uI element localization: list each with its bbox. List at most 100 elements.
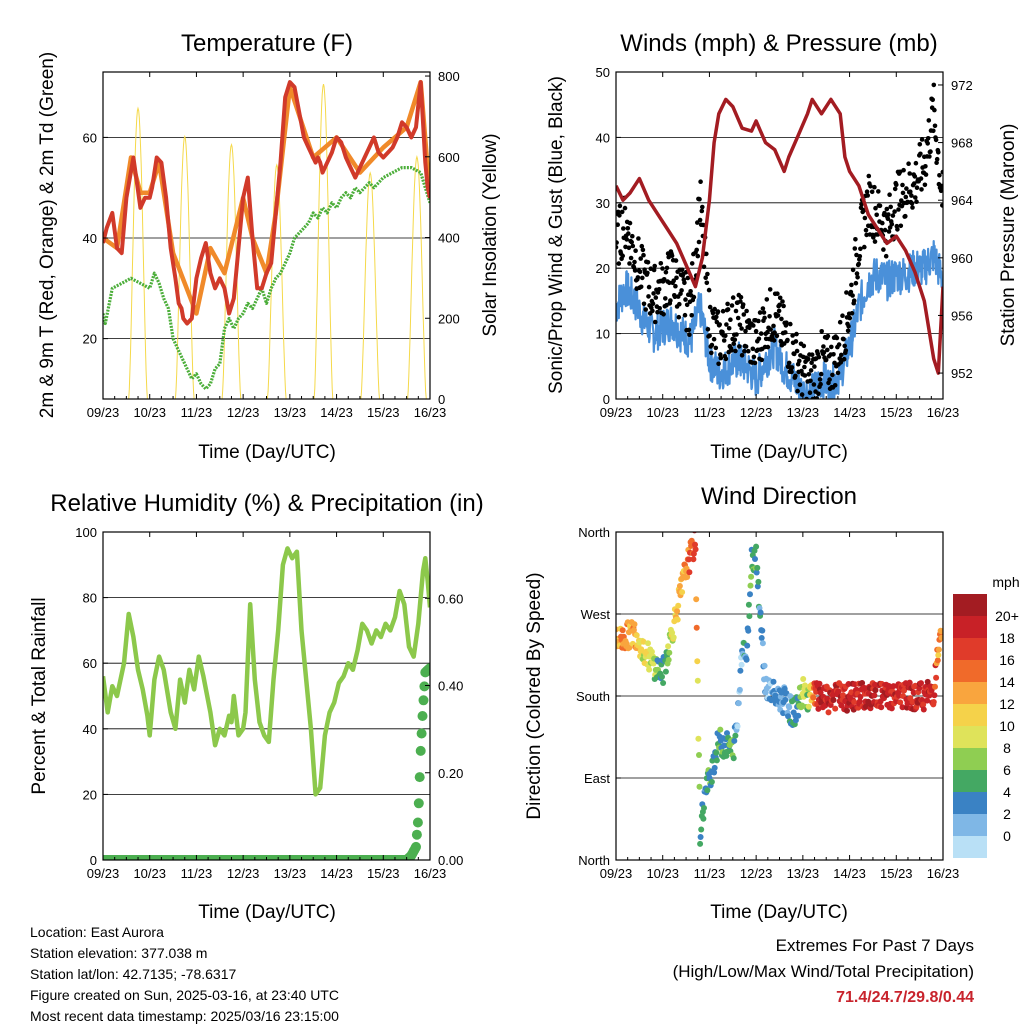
gust-point bbox=[794, 331, 799, 337]
station-location: Location: East Aurora bbox=[30, 924, 164, 940]
gust-point bbox=[646, 284, 652, 290]
x-tick-label: 15/23 bbox=[367, 866, 400, 881]
gust-point bbox=[703, 275, 708, 281]
direction-point bbox=[897, 699, 904, 706]
gust-point bbox=[664, 265, 670, 271]
speed-legend-title: mph bbox=[992, 574, 1019, 590]
gust-point bbox=[868, 184, 873, 189]
direction-point bbox=[792, 717, 799, 724]
gust-point bbox=[894, 182, 899, 187]
x-tick-label: 10/23 bbox=[646, 405, 679, 420]
gust-point bbox=[841, 336, 846, 342]
gust-point bbox=[738, 294, 744, 300]
gust-point bbox=[835, 370, 841, 376]
gust-point bbox=[733, 308, 739, 314]
gust-point bbox=[761, 310, 767, 315]
plot-area bbox=[103, 79, 430, 399]
direction-point bbox=[745, 627, 752, 634]
x-tick-label: 16/23 bbox=[927, 405, 960, 420]
gust-point bbox=[862, 244, 867, 250]
extremes-subheading: (High/Low/Max Wind/Total Precipitation) bbox=[672, 962, 974, 981]
precip-point bbox=[414, 772, 425, 783]
gust-point bbox=[849, 282, 854, 288]
direction-point bbox=[832, 705, 839, 712]
direction-point bbox=[872, 687, 879, 694]
gust-point bbox=[724, 322, 729, 327]
gust-point bbox=[751, 354, 757, 360]
x-tick-label: 09/23 bbox=[87, 866, 120, 881]
direction-point bbox=[795, 712, 802, 719]
direction-point bbox=[694, 677, 701, 684]
temp-9m-line bbox=[103, 79, 430, 316]
direction-point bbox=[844, 707, 850, 714]
gust-point bbox=[725, 307, 731, 312]
gust-point bbox=[788, 321, 793, 327]
plot-area bbox=[616, 532, 943, 847]
gust-point bbox=[757, 310, 763, 315]
direction-point bbox=[901, 687, 908, 694]
precip-point bbox=[418, 695, 429, 706]
gust-point bbox=[672, 294, 678, 300]
y-tick-label: 60 bbox=[83, 130, 97, 145]
gust-point bbox=[933, 137, 939, 143]
gust-point bbox=[888, 204, 893, 210]
x-tick-label: 13/23 bbox=[274, 405, 307, 420]
gust-point bbox=[657, 306, 662, 311]
x-tick-label: 12/23 bbox=[740, 866, 773, 881]
gust-point bbox=[783, 330, 788, 335]
gust-point bbox=[818, 381, 823, 387]
y2-tick-label: 952 bbox=[951, 366, 973, 381]
gust-point bbox=[790, 333, 795, 338]
direction-point bbox=[735, 700, 742, 707]
gust-point bbox=[739, 326, 744, 331]
gust-point bbox=[776, 308, 782, 314]
gust-point bbox=[845, 328, 851, 334]
gust-point bbox=[762, 315, 767, 321]
gust-point bbox=[799, 392, 805, 397]
gust-point bbox=[896, 207, 901, 212]
legend-swatch bbox=[953, 616, 987, 638]
y2-tick-label: 964 bbox=[951, 193, 973, 208]
gust-point bbox=[638, 284, 644, 290]
gust-point bbox=[904, 186, 909, 191]
gust-point bbox=[848, 289, 854, 295]
axes: 09/23 10/23 11/23 12/23 13/23 14/23 15/23 16/23… bbox=[75, 525, 463, 881]
gust-point bbox=[734, 332, 739, 337]
gust-point bbox=[825, 347, 830, 353]
direction-point bbox=[717, 726, 724, 733]
direction-point bbox=[935, 646, 942, 653]
gust-point bbox=[925, 141, 930, 146]
dewpoint-line bbox=[103, 166, 430, 391]
gust-point bbox=[917, 142, 923, 147]
gust-point bbox=[746, 348, 751, 354]
direction-point bbox=[732, 732, 739, 739]
precip-point bbox=[413, 798, 424, 809]
direction-point bbox=[786, 704, 793, 711]
gust-point bbox=[873, 205, 878, 211]
gust-point bbox=[704, 280, 710, 286]
gust-point bbox=[780, 299, 785, 304]
gust-point bbox=[882, 210, 887, 216]
gust-point bbox=[918, 176, 924, 181]
pressure-line bbox=[616, 97, 943, 375]
speed-legend: 20+ 18 16 14 12 10 8 6 4 2 0 bbox=[953, 594, 1019, 858]
y2-tick-label: 0.00 bbox=[438, 853, 463, 868]
gust-point bbox=[641, 252, 646, 258]
direction-point bbox=[697, 834, 704, 840]
gust-point bbox=[830, 372, 835, 378]
direction-point bbox=[759, 627, 766, 634]
gust-point bbox=[849, 311, 855, 316]
gust-point bbox=[758, 331, 764, 336]
legend-label: 16 bbox=[999, 652, 1015, 668]
x-tick-label: 15/23 bbox=[880, 866, 913, 881]
gust-point bbox=[883, 253, 889, 259]
x-tick-label: 14/23 bbox=[833, 405, 866, 420]
extremes-values: 71.4/24.7/29.8/0.44 bbox=[836, 989, 974, 1006]
gust-point bbox=[701, 264, 707, 270]
winds-panel: Winds (mph) & Pressure (mb) Time (Day/UT… bbox=[546, 30, 1019, 463]
gust-point bbox=[709, 342, 715, 348]
direction-point bbox=[924, 678, 931, 685]
gust-point bbox=[831, 352, 836, 357]
gust-point bbox=[806, 372, 812, 377]
y2-tick-label: 600 bbox=[438, 150, 460, 165]
